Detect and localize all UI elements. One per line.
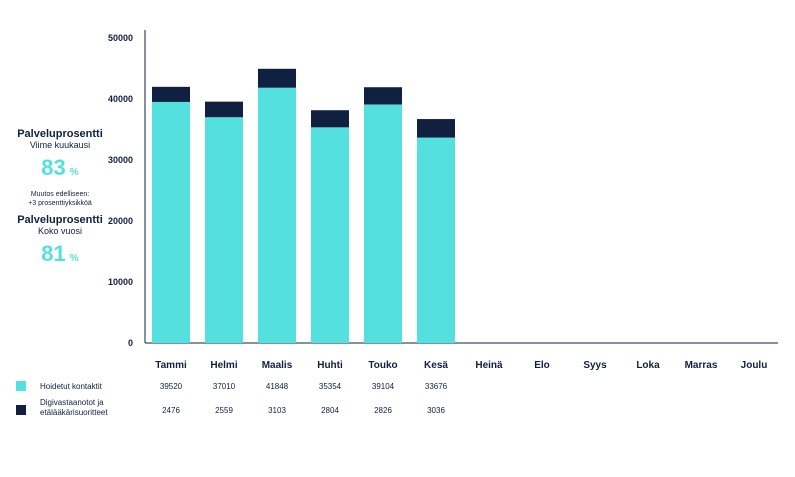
data-label-handled: 37010 [213, 382, 236, 391]
y-tick-label: 20000 [108, 216, 133, 226]
kpi-note-line2: +3 prosenttiyksikköä [28, 200, 92, 207]
kpi-change-note: Muutos edelliseen: +3 prosenttiyksikköä [0, 190, 120, 208]
y-tick-label: 40000 [108, 94, 133, 104]
kpi-value: 81% [0, 241, 120, 272]
x-tick-label: Marras [685, 360, 718, 371]
x-tick-label: Joulu [741, 360, 768, 371]
y-tick-label: 10000 [108, 277, 133, 287]
bar-handled-contacts [417, 137, 455, 343]
bar-digital-visits [364, 87, 402, 105]
legend-swatch-digital [16, 405, 26, 415]
legend-label-handled: Hoidetut kontaktit [40, 382, 103, 391]
kpi-unit: % [69, 253, 79, 264]
kpi-title: Palveluprosentti [17, 214, 103, 226]
kpi-number: 81 [41, 241, 66, 266]
y-tick-label: 30000 [108, 155, 133, 165]
data-label-digital: 2559 [215, 406, 233, 415]
bar-handled-contacts [258, 87, 296, 343]
kpi-unit: % [69, 167, 79, 178]
legend-label-digital: etälääkärisuoritteet [40, 408, 108, 417]
x-tick-label: Kesä [424, 360, 448, 371]
kpi-subtitle: Viime kuukausi [29, 140, 91, 150]
x-tick-label: Elo [534, 360, 550, 371]
kpi-value: 83% [0, 155, 120, 186]
data-label-handled: 39520 [160, 382, 183, 391]
bar-digital-visits [417, 119, 455, 138]
legend-swatch-handled [16, 381, 26, 391]
kpi-last-month: Palveluprosentti Viime kuukausi 83% Muut… [0, 128, 120, 208]
kpi-subtitle: Koko vuosi [37, 226, 83, 236]
bar-digital-visits [152, 86, 190, 102]
kpi-panel: Palveluprosentti Viime kuukausi 83% Muut… [0, 128, 120, 272]
legend-label-digital: Digivastaanotot ja [40, 398, 104, 407]
data-label-digital: 2476 [162, 406, 180, 415]
bar-digital-visits [205, 101, 243, 118]
x-tick-label: Syys [583, 360, 607, 371]
kpi-full-year: Palveluprosentti Koko vuosi 81% [0, 214, 120, 272]
data-label-digital: 3103 [268, 406, 286, 415]
data-label-handled: 41848 [266, 382, 289, 391]
bar-handled-contacts [364, 104, 402, 343]
x-tick-label: Heinä [475, 360, 503, 371]
data-label-digital: 2804 [321, 406, 339, 415]
bar-handled-contacts [152, 101, 190, 343]
x-tick-label: Touko [368, 360, 397, 371]
data-label-handled: 39104 [372, 382, 395, 391]
x-tick-label: Huhti [317, 360, 343, 371]
kpi-number: 83 [41, 155, 66, 180]
data-label-handled: 35354 [319, 382, 342, 391]
bar-digital-visits [311, 110, 349, 128]
data-label-digital: 3036 [427, 406, 445, 415]
x-tick-label: Helmi [210, 360, 237, 371]
kpi-title: Palveluprosentti [17, 128, 103, 140]
y-tick-label: 50000 [108, 33, 133, 43]
bar-digital-visits [258, 68, 296, 88]
data-label-handled: 33676 [425, 382, 448, 391]
data-label-digital: 2826 [374, 406, 392, 415]
bar-handled-contacts [311, 127, 349, 343]
y-tick-label: 0 [128, 338, 133, 348]
x-tick-label: Maalis [262, 360, 293, 371]
x-tick-label: Loka [636, 360, 660, 371]
bar-handled-contacts [205, 117, 243, 343]
kpi-note-line1: Muutos edelliseen: [30, 191, 90, 198]
x-tick-label: Tammi [155, 360, 187, 371]
